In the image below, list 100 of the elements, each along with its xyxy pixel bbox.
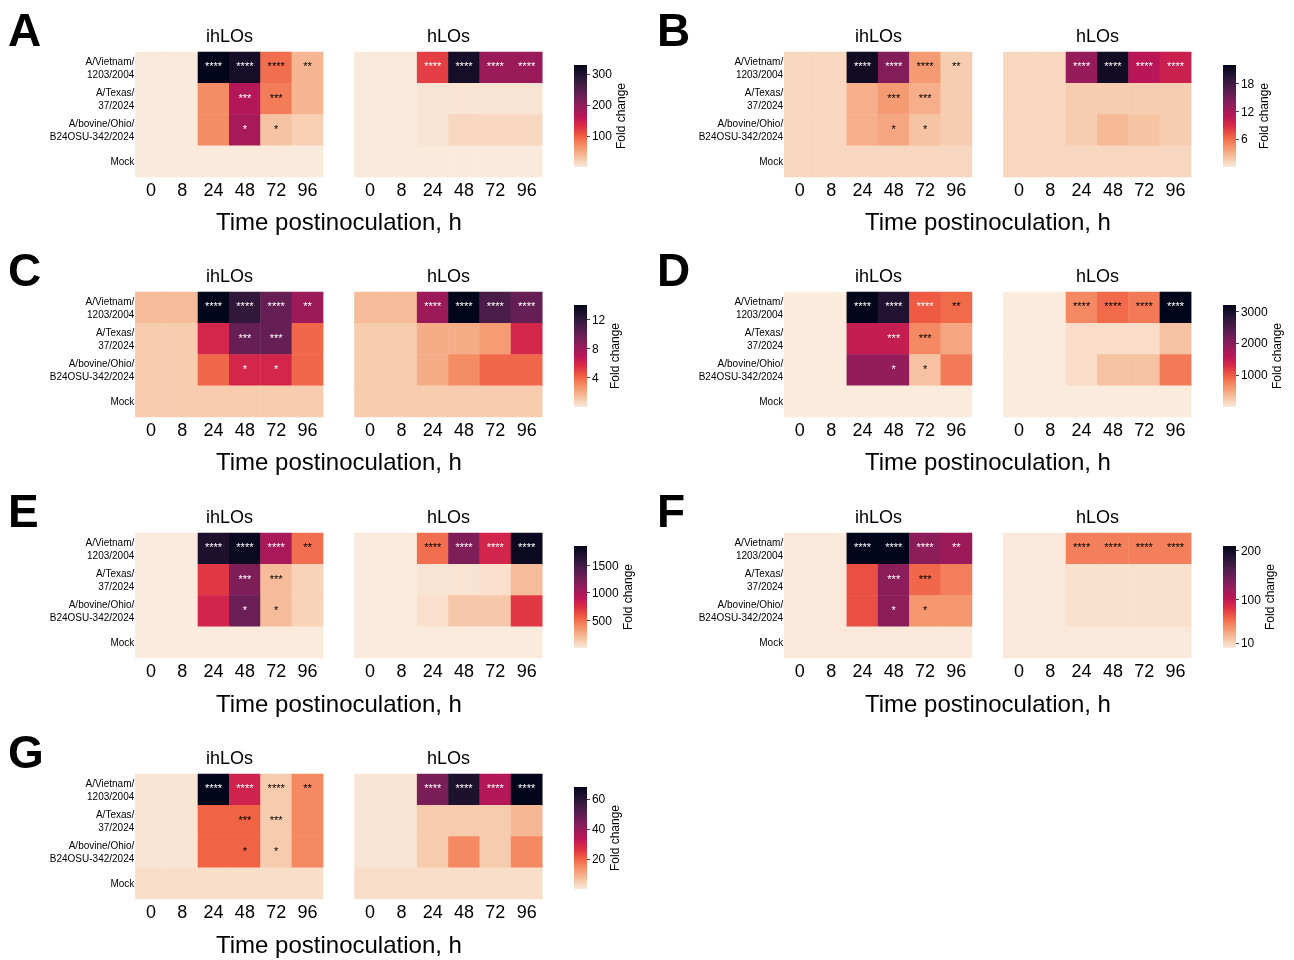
- x-tick-label: 72: [266, 902, 287, 922]
- x-tick-label: 72: [266, 420, 287, 440]
- x-tick-label: 8: [396, 902, 407, 922]
- y-tick-label: A/Vietnam/1203/2004: [85, 55, 135, 80]
- data-label: ***: [918, 91, 933, 104]
- data-label: ****: [1166, 300, 1185, 313]
- y-tick-label: A/Texas/37/2024: [744, 86, 784, 111]
- text: ihLOs: [206, 748, 254, 768]
- x-tick-label: 8: [1045, 661, 1056, 681]
- data-label: ***: [269, 91, 284, 104]
- data-label: ****: [267, 541, 286, 554]
- x-tick-label: 24: [1071, 180, 1092, 200]
- data-label: ****: [455, 300, 474, 313]
- data-label: ***: [238, 572, 253, 585]
- x-tick-label: 24: [203, 902, 224, 922]
- data-label: ****: [1166, 541, 1185, 554]
- text: hLOs: [1076, 507, 1120, 527]
- color-bar-label: 300: [591, 67, 613, 82]
- x-axis-title: Time postinoculation, h: [216, 931, 462, 958]
- x-tick-label: 96: [297, 420, 318, 440]
- data-label: ****: [424, 60, 443, 73]
- x-tick-label: 0: [145, 661, 156, 681]
- data-label: ****: [1135, 60, 1154, 73]
- x-tick-label: 96: [516, 661, 537, 681]
- x-tick-label: 0: [1013, 661, 1024, 681]
- x-tick-label: 72: [915, 420, 936, 440]
- y-tick-label: A/Vietnam/1203/2004: [734, 536, 784, 561]
- text: C: [8, 244, 42, 296]
- x-tick-label: 24: [203, 180, 224, 200]
- data-label: ****: [236, 782, 255, 795]
- data-label: ****: [518, 782, 536, 795]
- x-tick-label: 8: [177, 661, 188, 681]
- data-label: ***: [887, 331, 901, 344]
- y-tick-label: A/Texas/37/2024: [744, 567, 784, 592]
- text: ihLOs: [855, 266, 903, 286]
- color-bar-label: 2000: [1240, 336, 1268, 351]
- data-label: ****: [236, 60, 255, 73]
- x-tick-label: 96: [946, 420, 967, 440]
- data-label: ****: [205, 541, 223, 554]
- data-label: **: [303, 782, 313, 795]
- data-label: ****: [424, 782, 443, 795]
- data-label: ****: [518, 300, 536, 313]
- data-label: ****: [1104, 60, 1123, 73]
- x-tick-label: 72: [266, 661, 287, 681]
- x-tick-label: 48: [1102, 180, 1123, 200]
- x-tick-label: 24: [422, 180, 443, 200]
- x-tick-label: 48: [1102, 661, 1123, 681]
- color-bar-label: 10: [1240, 636, 1255, 651]
- y-tick-label: A/Texas/37/2024: [95, 86, 135, 111]
- data-label: ****: [916, 300, 935, 313]
- x-tick-label: 24: [852, 420, 873, 440]
- y-tick-label: A/bovine/Ohio/B24OSU-342/2024: [698, 118, 784, 143]
- data-label: ***: [887, 572, 901, 585]
- x-tick-label: 8: [177, 420, 188, 440]
- data-label: *: [274, 122, 280, 135]
- x-tick-label: 48: [234, 420, 255, 440]
- y-tick-label: A/Vietnam/1203/2004: [85, 295, 135, 320]
- color-bar-label: 100: [591, 129, 613, 144]
- color-bar-label: 20: [591, 852, 606, 867]
- data-label: **: [303, 60, 313, 73]
- color-bar-label: 3000: [1240, 304, 1268, 319]
- data-label: ****: [205, 782, 223, 795]
- x-tick-label: 96: [516, 902, 537, 922]
- data-label: ****: [885, 300, 904, 313]
- data-label: *: [242, 122, 248, 135]
- data-label: ***: [918, 572, 933, 585]
- x-tick-label: 48: [454, 420, 475, 440]
- color-bar-title: Fold change: [1263, 563, 1278, 631]
- y-tick-label: A/Vietnam/1203/2004: [734, 55, 784, 80]
- data-label: *: [891, 603, 897, 616]
- data-label: ***: [238, 331, 253, 344]
- x-tick-label: 48: [234, 661, 255, 681]
- color-bar-title: Fold change: [614, 82, 629, 150]
- data-label: *: [891, 122, 897, 135]
- text: ihLOs: [206, 507, 254, 527]
- x-tick-label: 0: [365, 902, 376, 922]
- y-tick-label: A/Vietnam/1203/2004: [85, 777, 135, 802]
- data-label: ****: [1073, 300, 1091, 313]
- text: ihLOs: [206, 266, 254, 286]
- data-label: ****: [885, 60, 904, 73]
- data-label: ****: [1104, 300, 1123, 313]
- x-tick-label: 96: [297, 902, 318, 922]
- x-tick-label: 0: [365, 180, 376, 200]
- x-tick-label: 48: [234, 180, 255, 200]
- data-label: ****: [1104, 541, 1123, 554]
- x-tick-label: 72: [1134, 180, 1155, 200]
- x-axis-title: Time postinoculation, h: [216, 448, 462, 475]
- x-tick-label: 48: [454, 902, 475, 922]
- color-bar-title: Fold change: [607, 804, 622, 872]
- data-label: ****: [853, 300, 872, 313]
- text: hLOs: [427, 266, 471, 286]
- data-label: **: [303, 300, 313, 313]
- x-tick-label: 72: [1134, 661, 1155, 681]
- text: ihLOs: [855, 507, 903, 527]
- data-label: *: [922, 603, 928, 616]
- x-tick-label: 24: [1071, 420, 1092, 440]
- x-tick-label: 96: [516, 180, 537, 200]
- x-tick-label: 24: [203, 420, 224, 440]
- data-label: ****: [205, 300, 223, 313]
- data-label: ****: [424, 300, 443, 313]
